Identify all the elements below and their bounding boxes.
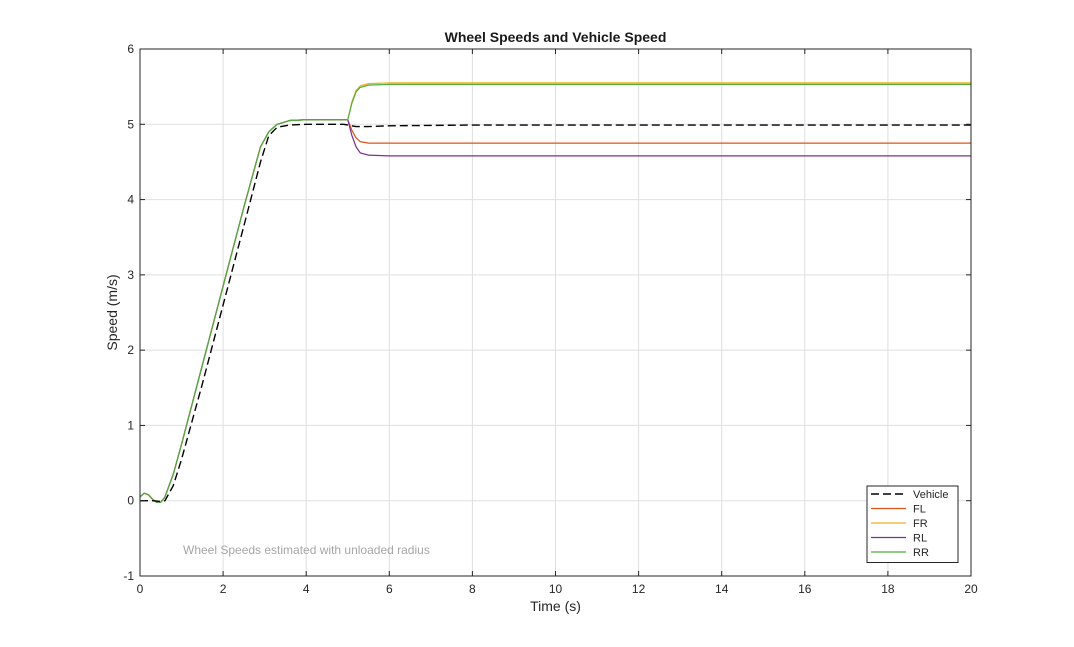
series-line-vehicle (140, 123, 971, 503)
y-tick-label: 2 (127, 343, 134, 357)
plot-area (139, 82, 971, 503)
x-tick-label: 10 (549, 582, 563, 596)
y-axis-label: Speed (m/s) (104, 274, 120, 350)
legend: Vehicle FL FR RL RR (866, 485, 959, 563)
y-tick-label: 5 (127, 117, 134, 131)
y-tick-label: 1 (127, 418, 134, 432)
y-tick-label: 4 (127, 193, 134, 207)
legend-label-rr: RR (913, 547, 929, 559)
x-tick-label: 8 (469, 582, 476, 596)
x-axis-label: Time (s) (530, 598, 581, 614)
legend-label-fr: FR (913, 518, 928, 530)
y-tick-label: -1 (123, 569, 134, 583)
x-tick-label: 0 (137, 582, 144, 596)
x-tick-label: 6 (386, 582, 393, 596)
y-tick-label: 0 (127, 494, 134, 508)
legend-label-fl: FL (913, 504, 926, 516)
annotation-text: Wheel Speeds estimated with unloaded rad… (183, 543, 430, 557)
x-tick-label: 12 (632, 582, 646, 596)
legend-label-vehicle: Vehicle (913, 489, 948, 501)
x-tick-label: 4 (303, 582, 310, 596)
legend-box (866, 485, 959, 563)
series-line-rr (139, 83, 971, 503)
x-tick-label: 16 (798, 582, 812, 596)
x-tick-label: 18 (881, 582, 895, 596)
y-tick-label: 6 (127, 42, 134, 56)
legend-label-rl: RL (913, 533, 927, 545)
x-tick-label: 20 (964, 582, 978, 596)
chart-title: Wheel Speeds and Vehicle Speed (445, 29, 667, 45)
y-tick-label: 3 (127, 268, 134, 282)
x-tick-label: 14 (715, 582, 729, 596)
x-tick-label: 2 (220, 582, 227, 596)
